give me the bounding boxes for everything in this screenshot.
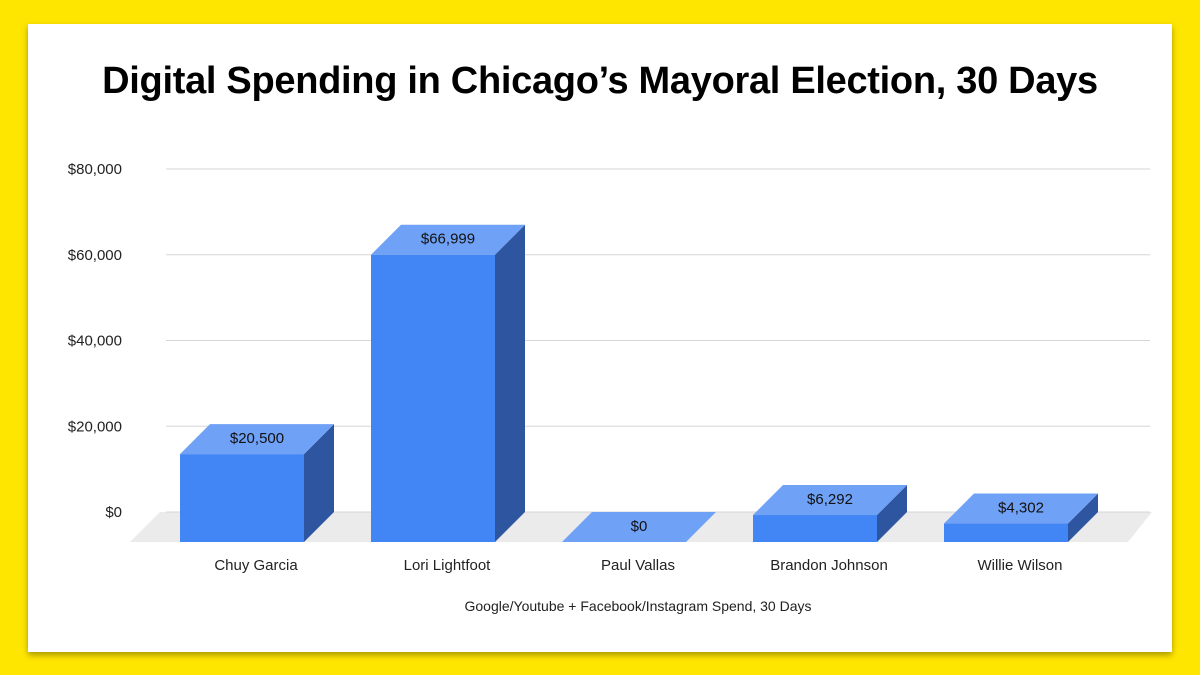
x-category-label: Chuy Garcia <box>214 557 298 574</box>
bar-side <box>1068 493 1098 542</box>
x-category-label: Paul Vallas <box>601 557 675 574</box>
bar-side <box>495 224 525 542</box>
bar <box>944 523 1068 542</box>
bar-top <box>562 512 716 542</box>
x-category-label: Lori Lightfoot <box>404 557 492 574</box>
bar-top <box>753 485 907 516</box>
data-label: $66,999 <box>421 231 475 248</box>
bar-chart: $0 $20,000 $40,000 $60,000 $80,000 $20,500 Chu… <box>68 161 1152 614</box>
y-tick-label: $80,000 <box>68 161 122 178</box>
bar <box>753 515 877 542</box>
bar-side <box>304 424 334 542</box>
x-category-label: Brandon Johnson <box>770 557 888 574</box>
bar-side <box>877 485 907 542</box>
y-tick-label: $40,000 <box>68 333 122 350</box>
x-axis-title: Google/Youtube + Facebook/Instagram Spen… <box>465 598 812 614</box>
bar-top <box>180 424 334 455</box>
y-tick-label: $20,000 <box>68 418 122 435</box>
data-label: $6,292 <box>807 491 853 508</box>
bar-top <box>944 493 1098 524</box>
x-category-label: Willie Wilson <box>977 557 1062 574</box>
chart-card: Digital Spending in Chicago’s Mayoral El… <box>28 24 1172 652</box>
data-label: $4,302 <box>998 500 1044 517</box>
bar-top <box>371 224 525 255</box>
y-tick-label: $60,000 <box>68 247 122 264</box>
chart-title: Digital Spending in Chicago’s Mayoral El… <box>102 60 1098 102</box>
data-label: $0 <box>631 518 648 535</box>
bar <box>371 254 495 542</box>
data-label: $20,500 <box>230 430 284 447</box>
y-tick-label: $0 <box>105 504 122 521</box>
bar <box>180 454 304 542</box>
